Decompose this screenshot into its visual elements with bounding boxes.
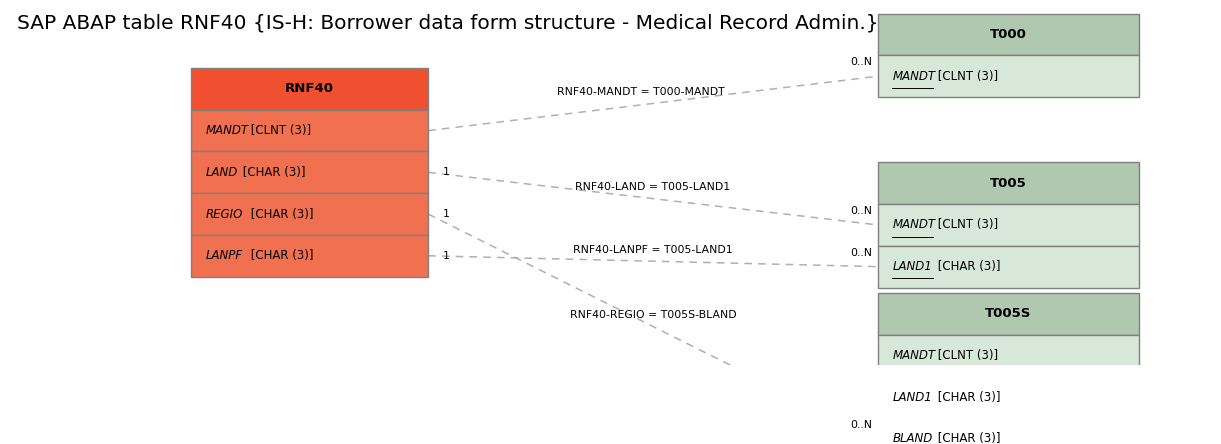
Text: MANDT: MANDT xyxy=(206,124,249,137)
Text: [CHAR (3)]: [CHAR (3)] xyxy=(239,166,305,179)
FancyBboxPatch shape xyxy=(878,418,1139,444)
Text: T005S: T005S xyxy=(985,307,1032,320)
Text: LAND: LAND xyxy=(206,166,238,179)
FancyBboxPatch shape xyxy=(192,235,429,277)
Text: BLAND: BLAND xyxy=(893,432,933,444)
Text: 0..N: 0..N xyxy=(850,57,872,67)
Text: [CHAR (3)]: [CHAR (3)] xyxy=(247,249,314,262)
FancyBboxPatch shape xyxy=(878,246,1139,288)
Text: 0..N: 0..N xyxy=(850,248,872,258)
Text: SAP ABAP table RNF40 {IS-H: Borrower data form structure - Medical Record Admin.: SAP ABAP table RNF40 {IS-H: Borrower dat… xyxy=(17,14,879,33)
Text: REGIO: REGIO xyxy=(206,207,243,221)
Text: [CHAR (3)]: [CHAR (3)] xyxy=(934,432,1000,444)
Text: T000: T000 xyxy=(990,28,1027,41)
Text: 1: 1 xyxy=(443,251,449,261)
Text: RNF40: RNF40 xyxy=(286,83,335,95)
FancyBboxPatch shape xyxy=(878,335,1139,377)
FancyBboxPatch shape xyxy=(878,163,1139,204)
Text: [CLNT (3)]: [CLNT (3)] xyxy=(934,349,998,362)
Text: LAND1: LAND1 xyxy=(893,260,932,273)
FancyBboxPatch shape xyxy=(192,68,429,110)
FancyBboxPatch shape xyxy=(878,204,1139,246)
Text: [CLNT (3)]: [CLNT (3)] xyxy=(247,124,311,137)
Text: MANDT: MANDT xyxy=(893,218,935,231)
FancyBboxPatch shape xyxy=(878,377,1139,418)
Text: RNF40-LANPF = T005-LAND1: RNF40-LANPF = T005-LAND1 xyxy=(573,245,733,255)
Text: RNF40-REGIO = T005S-BLAND: RNF40-REGIO = T005S-BLAND xyxy=(570,310,736,320)
Text: 1: 1 xyxy=(443,209,449,219)
Text: MANDT: MANDT xyxy=(893,349,935,362)
Text: [CHAR (3)]: [CHAR (3)] xyxy=(247,207,314,221)
FancyBboxPatch shape xyxy=(192,193,429,235)
Text: 0..N: 0..N xyxy=(850,206,872,216)
FancyBboxPatch shape xyxy=(878,293,1139,335)
Text: [CLNT (3)]: [CLNT (3)] xyxy=(934,218,998,231)
FancyBboxPatch shape xyxy=(878,56,1139,97)
FancyBboxPatch shape xyxy=(192,151,429,193)
Text: RNF40-MANDT = T000-MANDT: RNF40-MANDT = T000-MANDT xyxy=(557,87,725,97)
Text: [CHAR (3)]: [CHAR (3)] xyxy=(934,260,1000,273)
Text: MANDT: MANDT xyxy=(893,70,935,83)
Text: LANPF: LANPF xyxy=(206,249,243,262)
Text: [CHAR (3)]: [CHAR (3)] xyxy=(934,391,1000,404)
Text: RNF40-LAND = T005-LAND1: RNF40-LAND = T005-LAND1 xyxy=(575,182,730,192)
Text: LAND1: LAND1 xyxy=(893,391,932,404)
FancyBboxPatch shape xyxy=(878,14,1139,56)
Text: 1: 1 xyxy=(443,167,449,177)
Text: 0..N: 0..N xyxy=(850,420,872,430)
FancyBboxPatch shape xyxy=(192,110,429,151)
Text: T005: T005 xyxy=(990,177,1027,190)
Text: [CLNT (3)]: [CLNT (3)] xyxy=(934,70,998,83)
